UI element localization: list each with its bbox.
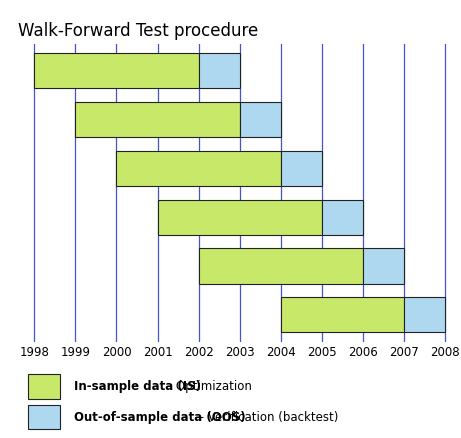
Bar: [322, 200, 363, 235]
Bar: [281, 297, 404, 332]
Text: - Verification (backtest): - Verification (backtest): [196, 411, 338, 424]
Bar: [199, 53, 240, 88]
Bar: [34, 53, 199, 88]
Text: In-sample data (IS): In-sample data (IS): [74, 380, 201, 393]
Bar: [199, 248, 363, 283]
Bar: [76, 102, 240, 137]
Text: - Optimization: - Optimization: [164, 380, 252, 393]
Bar: [158, 200, 322, 235]
Bar: [281, 151, 322, 186]
Bar: [117, 151, 281, 186]
Text: Walk-Forward Test procedure: Walk-Forward Test procedure: [18, 22, 259, 40]
Bar: [240, 102, 281, 137]
Bar: [363, 248, 404, 283]
Bar: [404, 297, 445, 332]
Text: Out-of-sample data (OOS): Out-of-sample data (OOS): [74, 411, 245, 424]
